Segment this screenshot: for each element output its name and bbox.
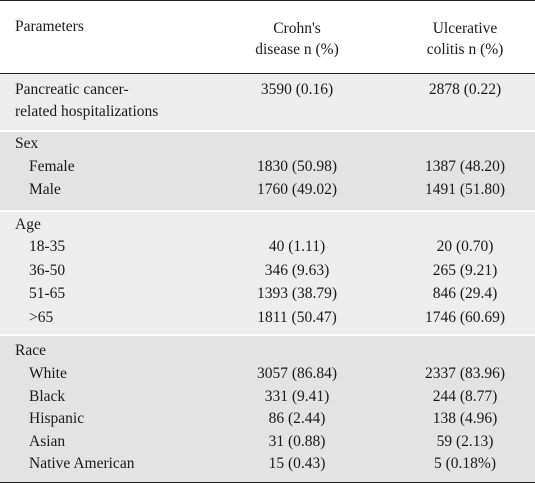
row-label: Hispanic — [29, 410, 85, 427]
group-separator — [0, 210, 535, 212]
crohns-value: 331 (9.41) — [264, 388, 330, 405]
header-uc-line1: Ulcerative — [432, 20, 498, 37]
row-label: >65 — [29, 309, 54, 326]
uc-value: 20 (0.70) — [436, 238, 494, 255]
crohns-value: 40 (1.11) — [268, 238, 326, 255]
pancreatic-crohns-value: 3590 (0.16) — [260, 81, 334, 98]
row-label: Native American — [29, 455, 135, 472]
table-row: Female 1830 (50.98) 1387 (48.20) — [0, 156, 535, 178]
crohns-value: 346 (9.63) — [264, 262, 330, 279]
section-title-sex: Sex — [15, 135, 39, 152]
table-row: Race — [0, 340, 535, 362]
crohns-value: 31 (0.88) — [268, 433, 326, 450]
uc-value: 265 (9.21) — [432, 262, 498, 279]
crohns-value: 1811 (50.47) — [257, 309, 337, 326]
crohns-value: 1760 (49.02) — [256, 181, 338, 198]
table-bottom-rule — [0, 482, 535, 483]
section-title-age: Age — [15, 216, 41, 233]
table-row: Male 1760 (49.02) 1491 (51.80) — [0, 179, 535, 201]
group-separator — [0, 334, 535, 336]
table-top-rule — [0, 0, 535, 1]
header-crohns-line1: Crohn's — [273, 20, 321, 37]
crohns-value: 1393 (38.79) — [256, 285, 338, 302]
pancreatic-uc-value: 2878 (0.22) — [428, 81, 502, 98]
table-row: 36-50 346 (9.63) 265 (9.21) — [0, 260, 535, 282]
header-ulcerative-colitis: Ulcerative colitis n (%) — [380, 18, 535, 60]
uc-value: 1746 (60.69) — [424, 309, 506, 326]
uc-value: 5 (0.18%) — [434, 455, 496, 472]
uc-value: 2337 (83.96) — [424, 365, 506, 382]
group-separator — [0, 130, 535, 132]
pancreatic-label: Pancreatic cancer- related hospitalizati… — [15, 79, 215, 123]
crohns-value: 1830 (50.98) — [256, 158, 338, 175]
row-label: White — [29, 365, 67, 382]
section-title-race: Race — [15, 342, 46, 359]
uc-value: 1387 (48.20) — [424, 158, 506, 175]
table-row: Asian 31 (0.88) 59 (2.13) — [0, 431, 535, 453]
table-row: 18-35 40 (1.11) 20 (0.70) — [0, 236, 535, 258]
table-row: Hispanic 86 (2.44) 138 (4.96) — [0, 408, 535, 430]
crohns-value: 86 (2.44) — [268, 410, 326, 427]
uc-value: 846 (29.4) — [432, 285, 498, 302]
row-label: Male — [29, 181, 61, 198]
crohns-value: 3057 (86.84) — [256, 365, 338, 382]
header-crohns-line2: disease n (%) — [255, 41, 339, 58]
header-uc-line2: colitis n (%) — [426, 41, 504, 58]
group-race: Race White 3057 (86.84) 2337 (83.96) Bla… — [0, 336, 535, 482]
pancreatic-label-line2: related hospitalizations — [15, 103, 159, 120]
uc-value: 138 (4.96) — [432, 410, 498, 427]
uc-value: 59 (2.13) — [436, 433, 494, 450]
row-label: 36-50 — [29, 262, 66, 279]
table-row: Native American 15 (0.43) 5 (0.18%) — [0, 453, 535, 475]
row-label: Asian — [29, 433, 66, 450]
uc-value: 1491 (51.80) — [424, 181, 506, 198]
table-row: >65 1811 (50.47) 1746 (60.69) — [0, 307, 535, 329]
group-pancreatic: Pancreatic cancer- related hospitalizati… — [0, 74, 535, 130]
group-age: Age 18-35 40 (1.11) 20 (0.70) 36-50 346 … — [0, 212, 535, 334]
group-sex: Sex Female 1830 (50.98) 1387 (48.20) Mal… — [0, 132, 535, 210]
header-rule — [0, 73, 535, 74]
crohns-value: 15 (0.43) — [268, 455, 326, 472]
header-parameters: Parameters — [15, 18, 84, 35]
table-row: Black 331 (9.41) 244 (8.77) — [0, 386, 535, 408]
row-label: 51-65 — [29, 285, 66, 302]
table-row: Age — [0, 214, 535, 236]
row-label: Black — [29, 388, 66, 405]
pancreatic-label-line1: Pancreatic cancer- — [15, 81, 129, 98]
table-row: 51-65 1393 (38.79) 846 (29.4) — [0, 283, 535, 305]
table-header: Parameters Crohn's disease n (%) Ulcerat… — [0, 1, 535, 73]
uc-value: 244 (8.77) — [432, 388, 498, 405]
table-row: White 3057 (86.84) 2337 (83.96) — [0, 363, 535, 385]
row-label: Female — [29, 158, 75, 175]
row-label: 18-35 — [29, 238, 66, 255]
table-row: Sex — [0, 133, 535, 155]
header-crohns: Crohn's disease n (%) — [212, 18, 382, 60]
